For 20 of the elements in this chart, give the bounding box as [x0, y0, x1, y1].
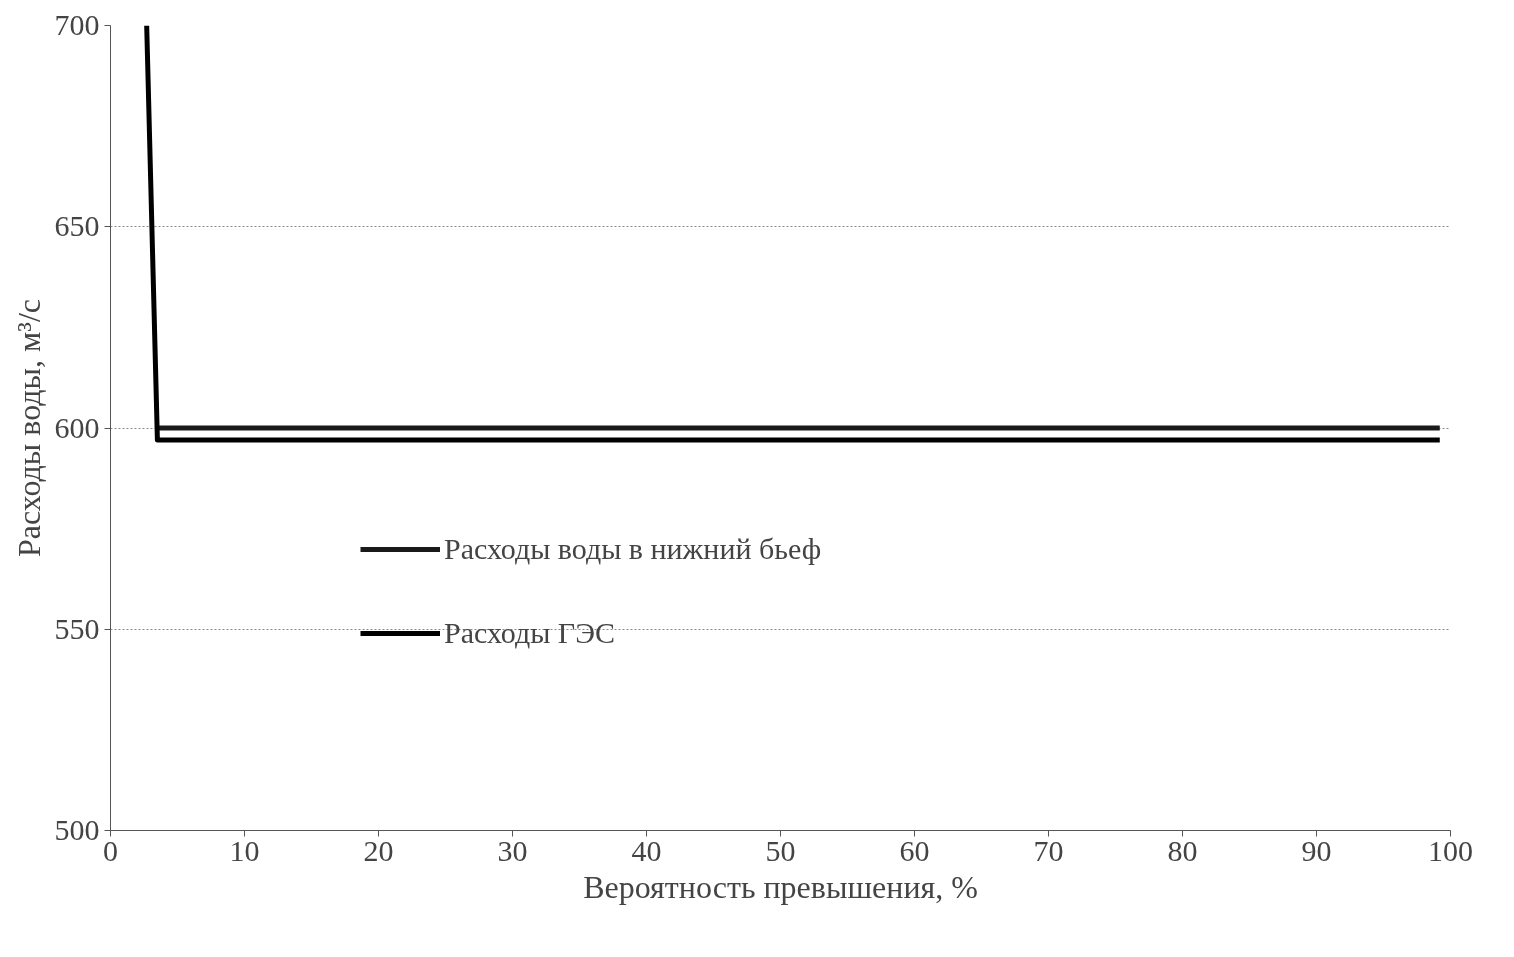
x-tick-label: 100 [1428, 833, 1473, 867]
x-tick-label: 10 [229, 833, 260, 867]
x-tick-label: 70 [1033, 833, 1064, 867]
y-tick-label: 650 [54, 209, 100, 243]
x-tick-label: 20 [363, 833, 394, 867]
legend-label: Расходы воды в нижний бьеф [444, 532, 822, 566]
y-tick-label: 700 [54, 8, 100, 41]
y-tick-label: 600 [54, 410, 100, 444]
x-tick-label: 80 [1167, 833, 1198, 867]
legend-label: Расходы ГЭС [444, 616, 615, 650]
x-tick-label: 30 [497, 833, 528, 867]
x-axis-title: Вероятность превышения, % [583, 868, 978, 905]
x-tick-label: 50 [765, 833, 796, 867]
x-tick-label: 60 [899, 833, 930, 867]
x-tick-label: 90 [1301, 833, 1332, 867]
y-tick-label: 550 [54, 611, 100, 645]
y-tick-label: 500 [54, 813, 100, 846]
x-tick-label: 0 [103, 833, 118, 867]
x-tick-label: 40 [631, 833, 662, 867]
y-axis-title: Расходы воды, м³/с [10, 298, 47, 558]
